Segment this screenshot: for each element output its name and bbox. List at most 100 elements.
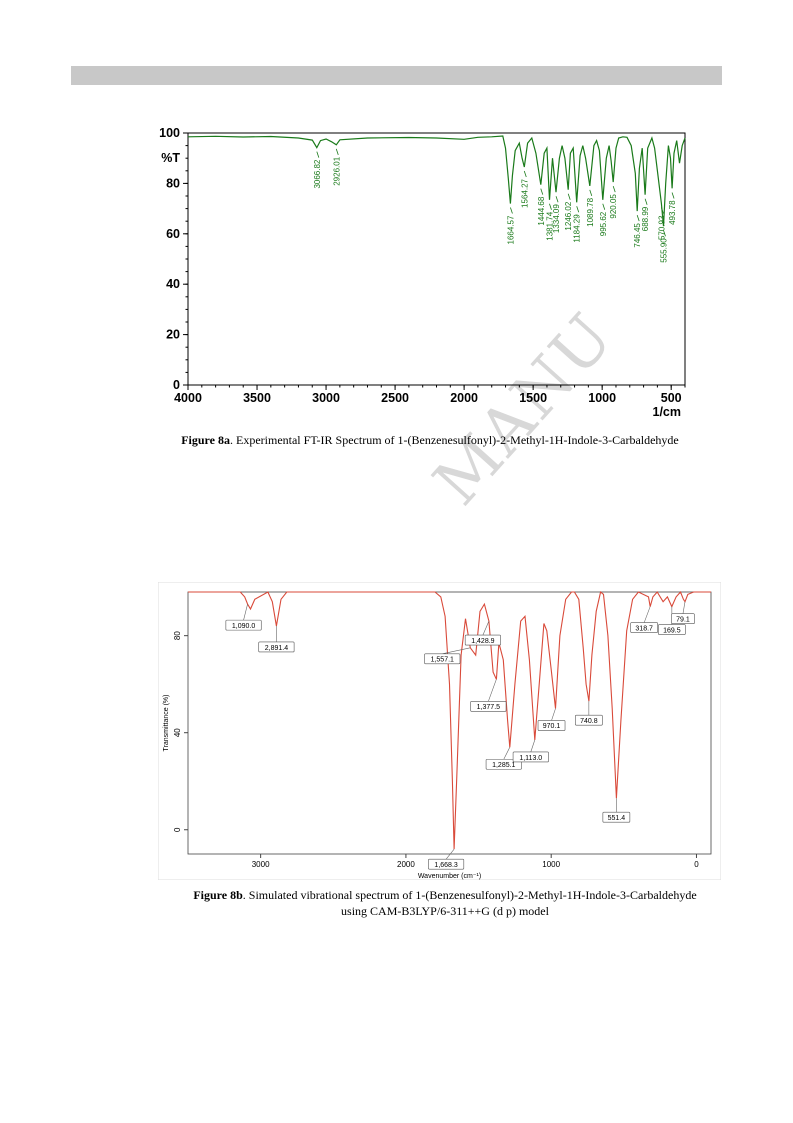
x-tick-label: 500 <box>661 391 682 405</box>
peak-label-leader <box>523 170 527 178</box>
figure-8a-plot: 4000 3500 3000 2500 2000 1500 1000 500 0 20 40 60 80… <box>159 126 686 418</box>
peak-label: 1,428.9 <box>471 638 494 645</box>
peak-label: 970.1 <box>543 723 561 730</box>
y-tick-label: 40 <box>173 728 182 737</box>
peak-label: 1,557.1 <box>431 657 454 664</box>
peak-label: 1089.78 <box>586 197 595 226</box>
peak-label: 1564.27 <box>520 178 529 207</box>
x-tick-label: 1000 <box>588 391 616 405</box>
y-axis-label: Transmittance (%) <box>163 695 170 752</box>
peak-label-leader <box>482 620 490 636</box>
y-tick-label: 20 <box>166 328 180 342</box>
peak-label-box <box>470 701 507 712</box>
peak-label-leader <box>567 193 571 200</box>
peak-label-leader <box>576 206 580 213</box>
peak-label-leader <box>530 739 536 753</box>
figure-8b-caption-text: . Simulated vibrational spectrum of 1-(B… <box>242 888 697 918</box>
peak-label: 2926.01 <box>332 156 341 185</box>
x-axis-label: Wavenumber (cm⁻¹) <box>418 873 481 880</box>
peak-label: 746.45 <box>633 223 642 248</box>
peak-label-leader <box>488 679 497 702</box>
peak-label-box <box>671 613 695 625</box>
peak-label: 551.4 <box>608 815 626 822</box>
peak-label: 1,285.1 <box>492 762 515 769</box>
peak-label: 1,090.0 <box>232 623 255 630</box>
y-axis-label: %T <box>161 151 180 165</box>
peak-label-leader <box>636 214 640 222</box>
y-tick-label: 40 <box>166 277 180 291</box>
x-tick-label: 2500 <box>381 391 409 405</box>
peak-label-leader <box>682 601 686 614</box>
peak-label-leader <box>549 203 552 210</box>
plot-frame <box>187 132 686 386</box>
peak-label-leader <box>671 192 675 199</box>
peak-label-leader <box>555 196 559 203</box>
peak-label: 1664.57 <box>506 215 515 244</box>
peak-label-leader <box>503 747 511 760</box>
y-tick-label: 80 <box>166 176 180 190</box>
spectrum-line <box>187 135 686 227</box>
peak-label-box <box>630 622 658 633</box>
x-tick-label: 1500 <box>519 391 547 405</box>
header-bar <box>71 66 722 85</box>
peak-label-box <box>464 634 501 646</box>
peak-label: 1381.74 <box>545 211 554 240</box>
y-tick-label: 80 <box>173 631 182 640</box>
peak-label-leader <box>661 207 664 214</box>
peak-label-box <box>485 758 522 770</box>
peak-label-leader <box>663 230 666 237</box>
peak-label: 493.78 <box>668 200 677 225</box>
peak-label: 555.90 <box>659 238 668 263</box>
x-tick-label: 3000 <box>252 860 270 869</box>
x-tick-label: 2000 <box>397 860 415 869</box>
peak-label: 920.05 <box>609 194 618 219</box>
peak-label-box <box>258 641 295 653</box>
peak-label-leader <box>589 189 593 197</box>
y-tick-label: 0 <box>173 827 182 832</box>
peak-label-leader <box>510 207 513 214</box>
x-tick-label: 3500 <box>243 391 271 405</box>
peak-label-leader <box>442 647 471 655</box>
figure-8b-chart: 3000 2000 1000 0 0 40 80 Wavenumber (cm⁻¹) Trans… <box>158 582 721 880</box>
peak-label-leader <box>612 186 616 193</box>
peak-label-box <box>658 624 686 635</box>
plot-frame <box>187 591 712 855</box>
peak-label: 1,377.5 <box>477 704 500 711</box>
peak-label: 1,113.0 <box>519 755 542 762</box>
peak-label: 169.5 <box>663 627 681 634</box>
x-tick-label: 0 <box>694 860 699 869</box>
peak-label-leader <box>602 203 606 210</box>
peak-label: 2,891.4 <box>265 645 288 652</box>
peak-label: 318.7 <box>635 625 653 632</box>
peak-label: 1246.02 <box>564 201 573 230</box>
figure-8b-plot: 3000 2000 1000 0 0 40 80 Wavenumber (cm⁻¹) Trans… <box>158 582 721 880</box>
figure-8a-caption-text: . Experimental FT-IR Spectrum of 1-(Benz… <box>230 433 679 447</box>
peak-label: 688.99 <box>641 206 650 231</box>
y-tick-label: 0 <box>173 378 180 392</box>
peak-label-leader <box>243 604 248 621</box>
peak-label-leader <box>643 606 651 623</box>
peak-label-leader <box>551 708 556 721</box>
peak-label: 995.62 <box>599 211 608 236</box>
peak-label-box <box>225 619 262 631</box>
peak-label: 1444.68 <box>537 196 546 225</box>
x-tick-label: 2000 <box>450 391 478 405</box>
x-tick-label: 3000 <box>312 391 340 405</box>
peak-label-box <box>575 714 603 726</box>
peak-label-leader <box>540 188 544 195</box>
figure-8b-caption: Figure 8b. Simulated vibrational spectru… <box>180 887 710 919</box>
y-tick-label: 60 <box>166 227 180 241</box>
peak-label-leader <box>316 151 320 158</box>
peak-label: 1184.29 <box>573 214 582 243</box>
x-axis-label: 1/cm <box>653 405 682 418</box>
peak-label: 570.93 <box>657 215 666 240</box>
figure-8a-caption: Figure 8a. Experimental FT-IR Spectrum o… <box>150 433 710 448</box>
y-tick-label: 100 <box>159 126 180 140</box>
peak-label: 1334.09 <box>552 204 561 233</box>
peak-label-leader <box>644 198 648 205</box>
peak-label-box <box>537 720 566 731</box>
peak-label: 79.1 <box>676 617 690 624</box>
peak-label-leader <box>335 148 339 155</box>
figure-8a-chart: 4000 3500 3000 2500 2000 1500 1000 500 0 20 40 60 80… <box>159 126 686 418</box>
peak-label: 1,668.3 <box>434 862 457 869</box>
